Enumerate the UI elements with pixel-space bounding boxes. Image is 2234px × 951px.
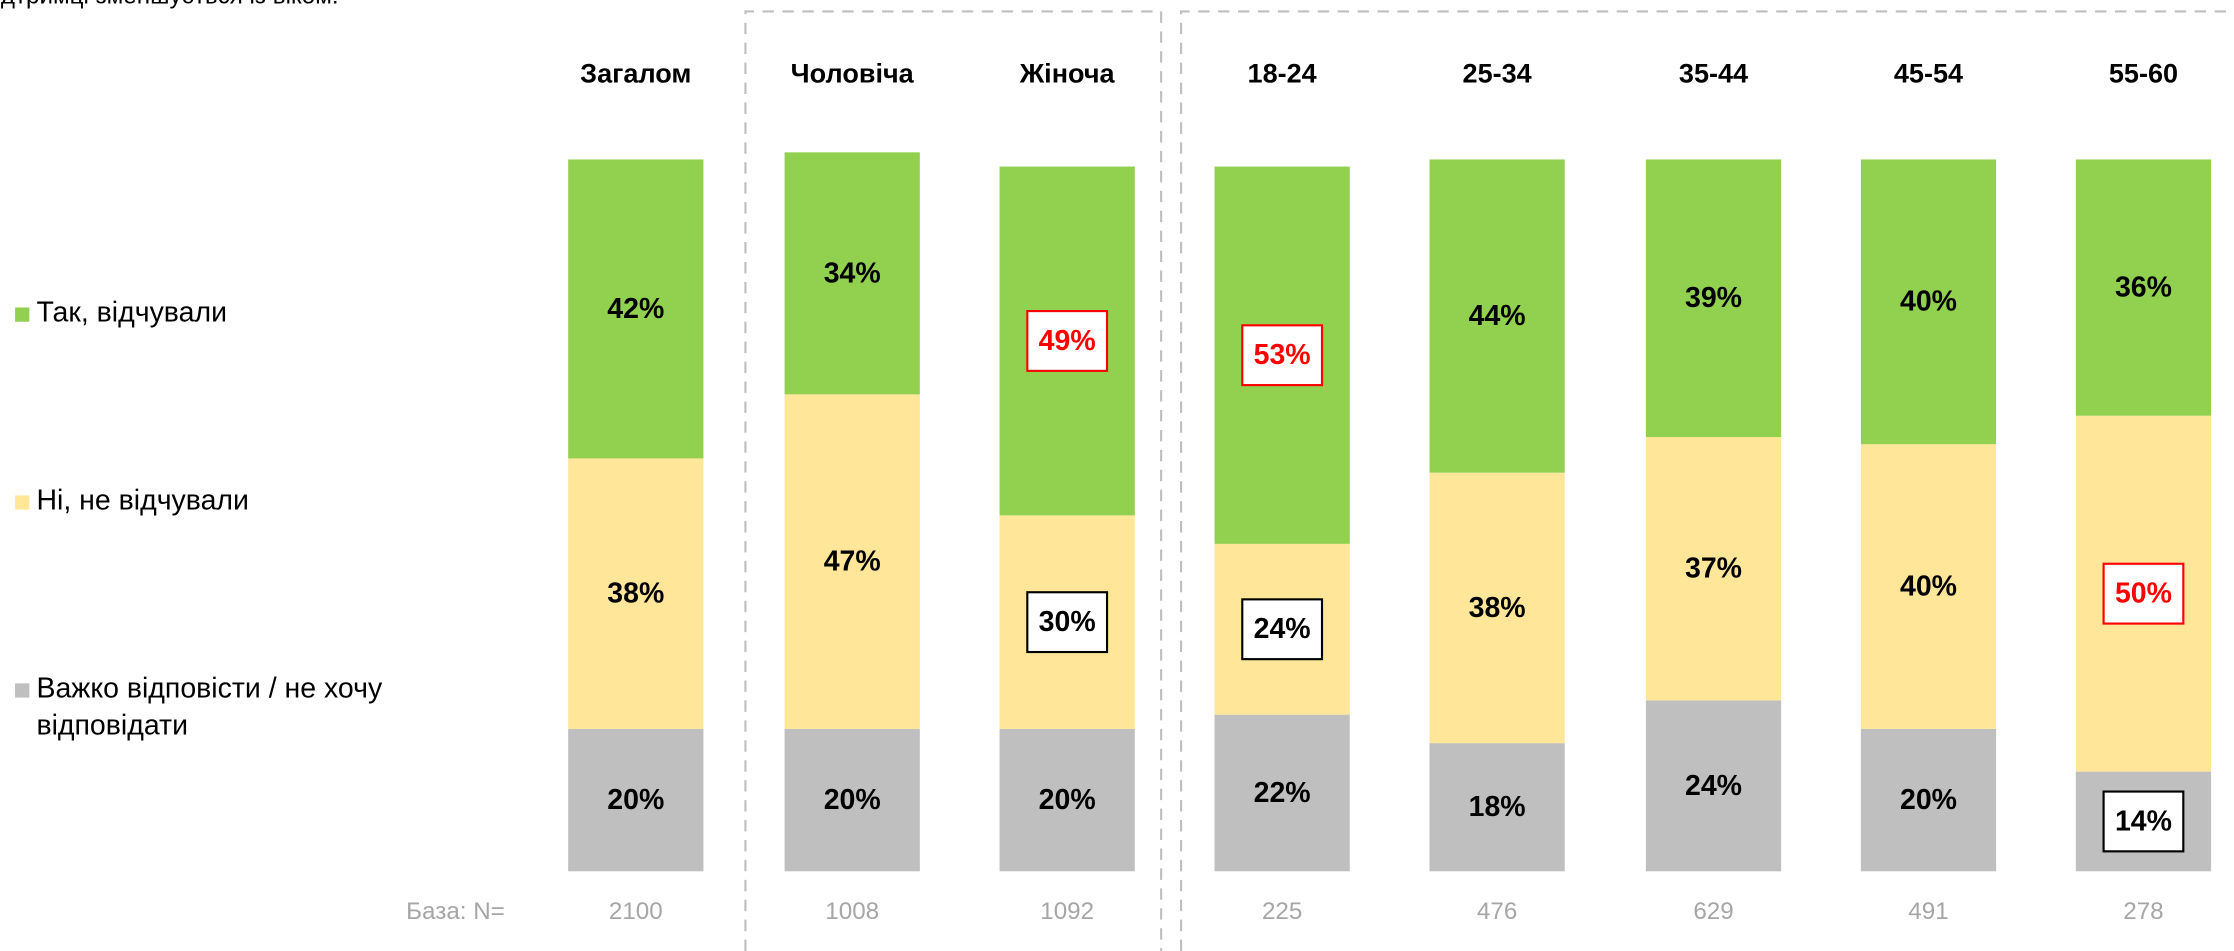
category-label: 18-24	[1248, 59, 1317, 89]
bar-segment	[1214, 714, 1350, 872]
value-label: 34%	[824, 257, 881, 289]
bar-segment	[784, 394, 920, 729]
label-box	[2102, 562, 2185, 625]
legend-swatch	[15, 683, 30, 698]
value-label: 53%	[1254, 339, 1311, 371]
base-value: 1008	[825, 898, 879, 925]
age-divider	[1179, 10, 2234, 951]
label-box	[1026, 310, 1109, 372]
legend-entry: Ні, не відчували	[36, 485, 249, 517]
value-label: 38%	[607, 578, 664, 610]
bar-segment	[568, 728, 704, 872]
value-label: 20%	[1900, 784, 1957, 816]
bar-segment	[1860, 444, 1997, 729]
value-label: 22%	[1254, 777, 1311, 809]
value-label: 40%	[1900, 570, 1957, 602]
note: дтримці зменшується із віком.	[1, 0, 339, 10]
bar-segment	[1860, 728, 1997, 872]
value-label: 24%	[1685, 770, 1742, 802]
bar-segment	[1429, 472, 1565, 744]
value-label: 24%	[1254, 613, 1311, 645]
value-label: 18%	[1469, 791, 1526, 823]
bar-segment	[784, 728, 920, 872]
value-label: 20%	[1039, 784, 1096, 816]
value-label: 49%	[1039, 325, 1096, 357]
value-label: 20%	[607, 784, 664, 816]
value-label: 39%	[1685, 282, 1742, 314]
legend-entry: Важко відповісти / не хочу відповідати	[36, 673, 383, 742]
category-label: Чоловіча	[791, 59, 915, 89]
legend-label: Так, відчували	[36, 297, 227, 329]
value-label: 42%	[607, 293, 664, 325]
label-box	[1241, 598, 1324, 661]
bar-segment	[1645, 437, 1782, 701]
bar-segment	[999, 728, 1135, 872]
value-label: 47%	[824, 546, 881, 578]
value-label: 40%	[1900, 286, 1957, 318]
base-value: 629	[1693, 898, 1733, 925]
bar-segment	[1645, 159, 1782, 438]
bar-segment	[1645, 700, 1782, 872]
legend-label: Ні, не відчували	[36, 485, 249, 517]
value-label: 30%	[1039, 606, 1096, 638]
value-label: 20%	[824, 784, 881, 816]
bar-segment	[568, 159, 704, 459]
category-label: Загалом	[580, 59, 691, 89]
bar-segment	[1429, 159, 1565, 473]
base-value: 2100	[609, 898, 663, 925]
category-label: 35-44	[1679, 59, 1748, 89]
base-value: 278	[2123, 898, 2163, 925]
base-value: 491	[1908, 898, 1948, 925]
bar-segment	[784, 152, 920, 395]
base-value: 476	[1477, 898, 1517, 925]
label-box	[1241, 324, 1324, 387]
category-label: Жіноча	[1019, 59, 1116, 89]
bar-segment	[2075, 159, 2212, 416]
bar-segment	[1429, 743, 1565, 872]
group-dividers	[744, 10, 2234, 951]
legend-swatch	[15, 495, 30, 510]
bar-segment	[1860, 159, 1997, 445]
legend-label: Важко відповісти / не хочу відповідати	[36, 673, 383, 742]
base-label: База: N=	[406, 898, 505, 925]
value-label: 37%	[1685, 553, 1742, 585]
legend-entry: Так, відчували	[36, 297, 227, 329]
value-label: 50%	[2115, 578, 2172, 610]
bar-segment	[568, 458, 704, 729]
value-label: 38%	[1469, 592, 1526, 624]
value-label: 44%	[1469, 300, 1526, 332]
base-value: 1092	[1040, 898, 1094, 925]
value-label: 14%	[2115, 805, 2172, 837]
label-box	[2102, 790, 2185, 853]
category-label: 45-54	[1894, 59, 1963, 89]
legend-swatch	[15, 307, 30, 322]
category-label: 25-34	[1463, 59, 1532, 89]
category-label: 55-60	[2109, 59, 2178, 89]
value-label: 36%	[2115, 272, 2172, 304]
label-box	[1026, 591, 1109, 654]
base-value: 225	[1262, 898, 1302, 925]
gender-divider	[744, 10, 1163, 951]
